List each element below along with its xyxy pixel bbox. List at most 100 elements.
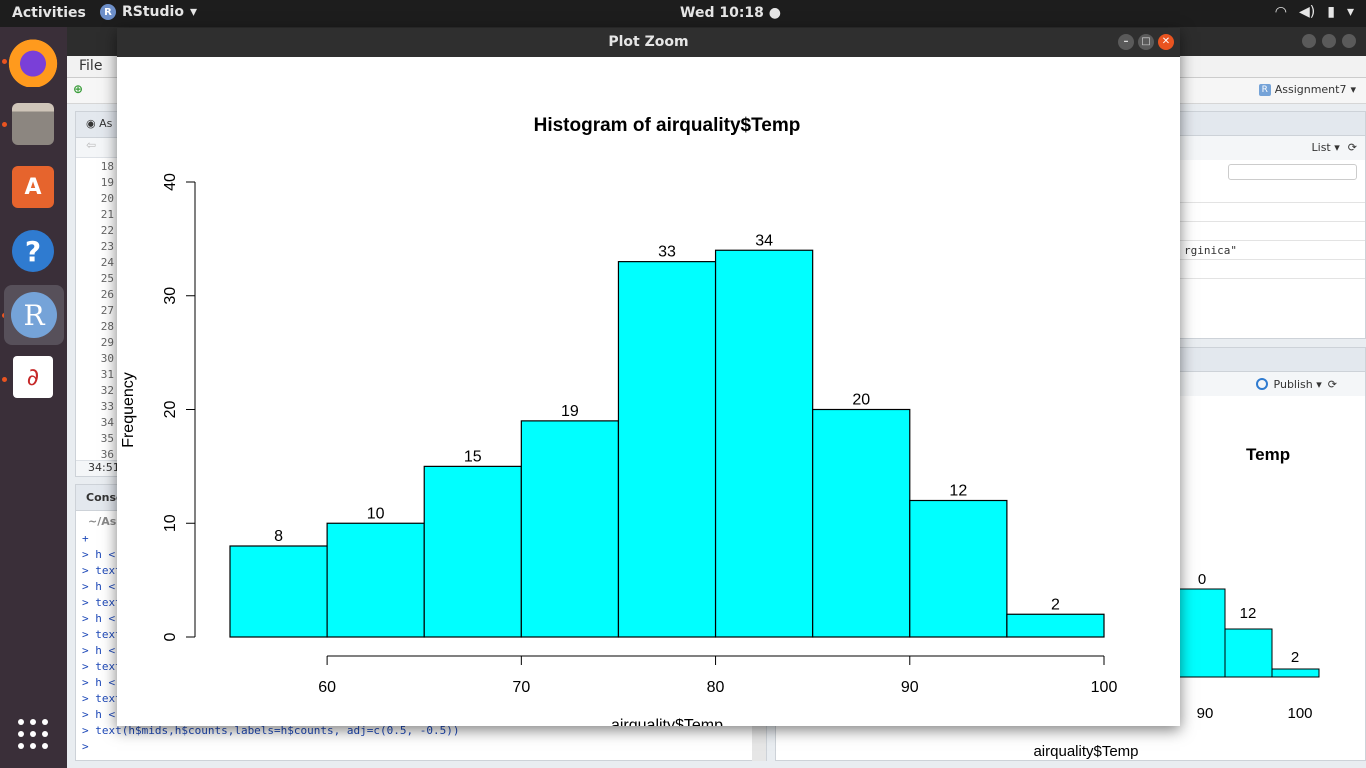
battery-icon: ▮ <box>1327 4 1335 20</box>
console-line: > h < <box>82 548 116 561</box>
close-icon[interactable]: ✕ <box>1158 34 1174 50</box>
window-controls: – □ ✕ <box>1118 34 1174 50</box>
histogram-bar <box>229 545 328 638</box>
dock: A ? R ∂ <box>0 27 67 768</box>
line-number-gutter: 18 19 20 21 22 23 24 25 26 27 28 29 30 31 32 33 34 35 36 <box>76 159 114 463</box>
env-row: rginica" <box>1180 241 1365 260</box>
plot-zoom-window: Plot Zoom – □ ✕ Histogram of airquality$… <box>117 28 1180 726</box>
y-tick-label: 0 <box>162 632 179 641</box>
new-file-icon[interactable]: ⊕ <box>73 82 84 96</box>
histogram-bar <box>714 249 814 638</box>
refresh-icon[interactable]: ⟳ <box>1347 141 1357 154</box>
minimize-icon[interactable]: – <box>1118 34 1134 50</box>
project-menu[interactable]: R Assignment7 ▾ <box>1258 83 1356 96</box>
environment-header <box>1180 112 1365 136</box>
close-icon[interactable] <box>1342 34 1356 48</box>
rstudio-dock-icon[interactable]: R <box>4 285 64 345</box>
x-tick-label: 70 <box>512 679 530 696</box>
window-controls <box>1302 34 1356 48</box>
clock[interactable]: Wed 10:18 ● <box>680 5 781 21</box>
console-line: > h < <box>82 676 116 689</box>
y-axis-label: Frequency <box>120 372 137 448</box>
bar-count-label: 8 <box>274 528 283 545</box>
mini-bar-label: 0 <box>1198 571 1206 588</box>
software-store-icon[interactable]: A <box>12 166 54 208</box>
mini-bar-label: 2 <box>1291 649 1299 666</box>
console-line: > text <box>82 660 122 673</box>
line-number: 30 <box>100 352 114 365</box>
r-file-icon: ◉ <box>86 117 96 130</box>
histogram-bar <box>423 465 522 638</box>
x-tick-label: 90 <box>901 679 919 696</box>
volume-icon: ◀) <box>1299 4 1316 20</box>
console-line: > text <box>82 596 122 609</box>
bar-count-label: 12 <box>949 483 967 500</box>
chevron-down-icon: ▾ <box>1350 83 1356 96</box>
document-viewer-icon[interactable]: ∂ <box>13 356 53 398</box>
maximize-icon[interactable] <box>1322 34 1336 48</box>
rstudio-small-icon: R <box>100 4 116 20</box>
console-line: > h < <box>82 708 116 721</box>
line-number: 27 <box>100 304 114 317</box>
console-line: > text(h$mids,h$counts,labels=h$counts, … <box>82 724 460 737</box>
back-arrow-icon[interactable]: ⇦ <box>86 138 97 152</box>
line-number: 23 <box>100 240 114 253</box>
publish-label: Publish <box>1273 377 1313 391</box>
console-line: > text <box>82 564 122 577</box>
running-indicator <box>2 377 7 382</box>
line-number: 26 <box>100 288 114 301</box>
mini-title: Temp <box>1246 445 1290 464</box>
env-row <box>1180 184 1365 203</box>
menu-file[interactable]: File <box>79 58 103 74</box>
line-number: 18 <box>100 160 114 173</box>
status-menu[interactable]: ◠ ◀) ▮ ▾ <box>1275 4 1354 20</box>
clock-label: Wed 10:18 <box>680 5 764 21</box>
environment-pane: List ▾ ⟳ rginica" <box>1179 111 1366 339</box>
bar-count-label: 19 <box>561 403 579 420</box>
histogram-bar <box>326 522 425 638</box>
y-tick-label: 10 <box>162 514 179 532</box>
list-view-dropdown[interactable]: List ▾ <box>1311 141 1340 154</box>
bar-count-label: 20 <box>852 392 870 409</box>
plot-zoom-titlebar[interactable]: Plot Zoom – □ ✕ <box>117 28 1180 57</box>
line-number: 32 <box>100 384 114 397</box>
activities-button[interactable]: Activities <box>12 5 86 21</box>
line-number: 36 <box>100 448 114 461</box>
env-row <box>1180 260 1365 279</box>
environment-search-input[interactable] <box>1228 164 1357 180</box>
system-top-bar: Activities R RStudio ▾ Wed 10:18 ● ◠ ◀) … <box>0 0 1366 27</box>
help-icon[interactable]: ? <box>12 230 54 272</box>
maximize-icon[interactable]: □ <box>1138 34 1154 50</box>
console-path: ~/As <box>88 515 117 528</box>
line-number: 33 <box>100 400 114 413</box>
line-number: 22 <box>100 224 114 237</box>
histogram-bar <box>812 408 911 638</box>
editor-tab-label: As <box>99 117 113 130</box>
x-tick-label: 60 <box>318 679 336 696</box>
project-label: Assignment7 <box>1274 83 1347 96</box>
console-scrollbar[interactable] <box>752 725 766 761</box>
refresh-icon[interactable]: ⟳ <box>1327 377 1337 391</box>
bar-count-label: 34 <box>755 232 773 249</box>
minimize-icon[interactable] <box>1302 34 1316 48</box>
files-icon[interactable] <box>12 103 54 145</box>
console-output[interactable]: + > h < > text > h < > text > h < > text > h < >… <box>76 531 766 755</box>
publish-button[interactable]: Publish ▾ <box>1273 377 1322 391</box>
y-tick-label: 30 <box>162 287 179 305</box>
chevron-down-icon: ▾ <box>189 4 197 20</box>
console-line: + <box>82 532 89 545</box>
environment-toolbar: List ▾ ⟳ <box>1180 136 1365 160</box>
x-axis-label: airquality$Temp <box>611 717 723 726</box>
mini-bar <box>1177 588 1226 678</box>
show-applications-icon[interactable] <box>18 719 48 749</box>
firefox-icon[interactable] <box>7 35 59 87</box>
mini-x-tick: 100 <box>1287 705 1312 722</box>
app-menu[interactable]: R RStudio ▾ <box>100 4 197 20</box>
chart-title: Histogram of airquality$Temp <box>534 115 801 136</box>
line-number: 34 <box>100 416 114 429</box>
console-line: > h < <box>82 644 116 657</box>
line-number: 29 <box>100 336 114 349</box>
line-number: 20 <box>100 192 114 205</box>
line-number: 28 <box>100 320 114 333</box>
bar-count-label: 2 <box>1051 596 1060 613</box>
